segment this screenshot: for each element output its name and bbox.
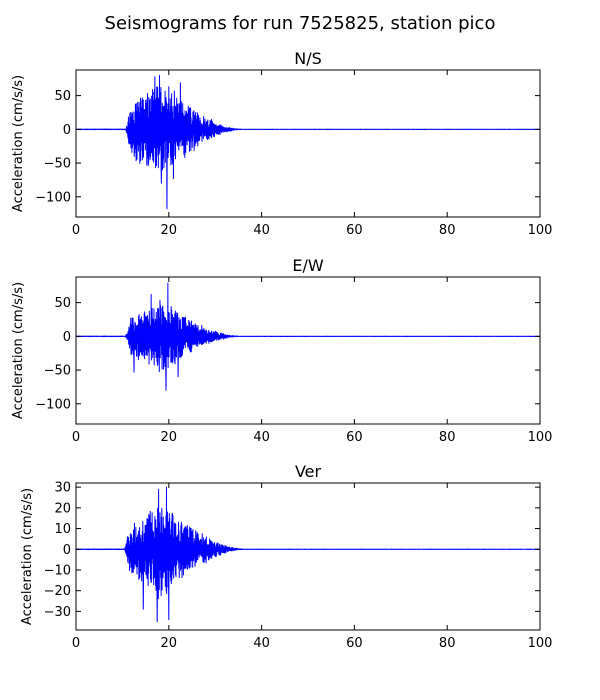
chart-title: Ver <box>295 462 322 481</box>
x-tick-label: 100 <box>528 223 553 238</box>
x-tick-label: 40 <box>253 430 270 445</box>
x-tick-label: 0 <box>72 430 80 445</box>
x-tick-label: 80 <box>439 430 456 445</box>
y-tick-label: 10 <box>54 522 71 537</box>
x-tick-label: 60 <box>346 223 363 238</box>
seismogram-trace <box>76 486 540 623</box>
y-tick-label: 20 <box>54 501 71 516</box>
plot-frame <box>75 276 541 425</box>
plot-frame <box>75 69 541 218</box>
y-axis-label: Acceleration (cm/s/s) <box>11 282 26 419</box>
x-tick-label: 20 <box>161 430 178 445</box>
y-tick-label: 30 <box>54 481 71 496</box>
y-tick-label: −50 <box>44 157 71 172</box>
y-tick-label: −100 <box>35 190 71 205</box>
x-tick-label: 60 <box>346 430 363 445</box>
y-axis-label: Acceleration (cm/s/s) <box>11 75 26 212</box>
x-tick-label: 100 <box>528 636 553 651</box>
plot-frame <box>75 482 541 631</box>
figure-suptitle: Seismograms for run 7525825, station pic… <box>105 13 496 34</box>
y-tick-label: 0 <box>63 330 71 345</box>
y-axis-label: Acceleration (cm/s/s) <box>20 488 35 625</box>
y-tick-label: −10 <box>44 563 71 578</box>
y-tick-label: 50 <box>54 89 71 104</box>
x-tick-label: 40 <box>253 223 270 238</box>
x-tick-label: 80 <box>439 223 456 238</box>
y-tick-label: −20 <box>44 584 71 599</box>
y-tick-label: 0 <box>63 123 71 138</box>
x-tick-label: 80 <box>439 636 456 651</box>
chart-title: E/W <box>292 256 324 275</box>
x-tick-label: 100 <box>528 430 553 445</box>
y-tick-label: −30 <box>44 605 71 620</box>
x-tick-label: 0 <box>72 223 80 238</box>
y-tick-label: −100 <box>35 397 71 412</box>
chart-panel: Ver 0 20 40 60 80 100 −30 −20 −10 0 10 20 30 Accelerat… <box>20 462 552 651</box>
chart-panel: N/S 0 20 40 60 80 100 −100 −50 0 50 Acceleration (c… <box>11 49 552 238</box>
x-tick-label: 0 <box>72 636 80 651</box>
seismogram-trace <box>76 74 540 210</box>
y-tick-label: −50 <box>44 364 71 379</box>
x-tick-label: 20 <box>161 636 178 651</box>
chart-panel: E/W 0 20 40 60 80 100 −100 −50 0 50 Acceleration (c… <box>11 256 552 445</box>
seismogram-trace <box>76 282 540 391</box>
x-tick-label: 60 <box>346 636 363 651</box>
y-tick-label: 50 <box>54 296 71 311</box>
chart-title: N/S <box>294 49 322 68</box>
x-tick-label: 20 <box>161 223 178 238</box>
y-tick-label: 0 <box>63 543 71 558</box>
x-tick-label: 40 <box>253 636 270 651</box>
